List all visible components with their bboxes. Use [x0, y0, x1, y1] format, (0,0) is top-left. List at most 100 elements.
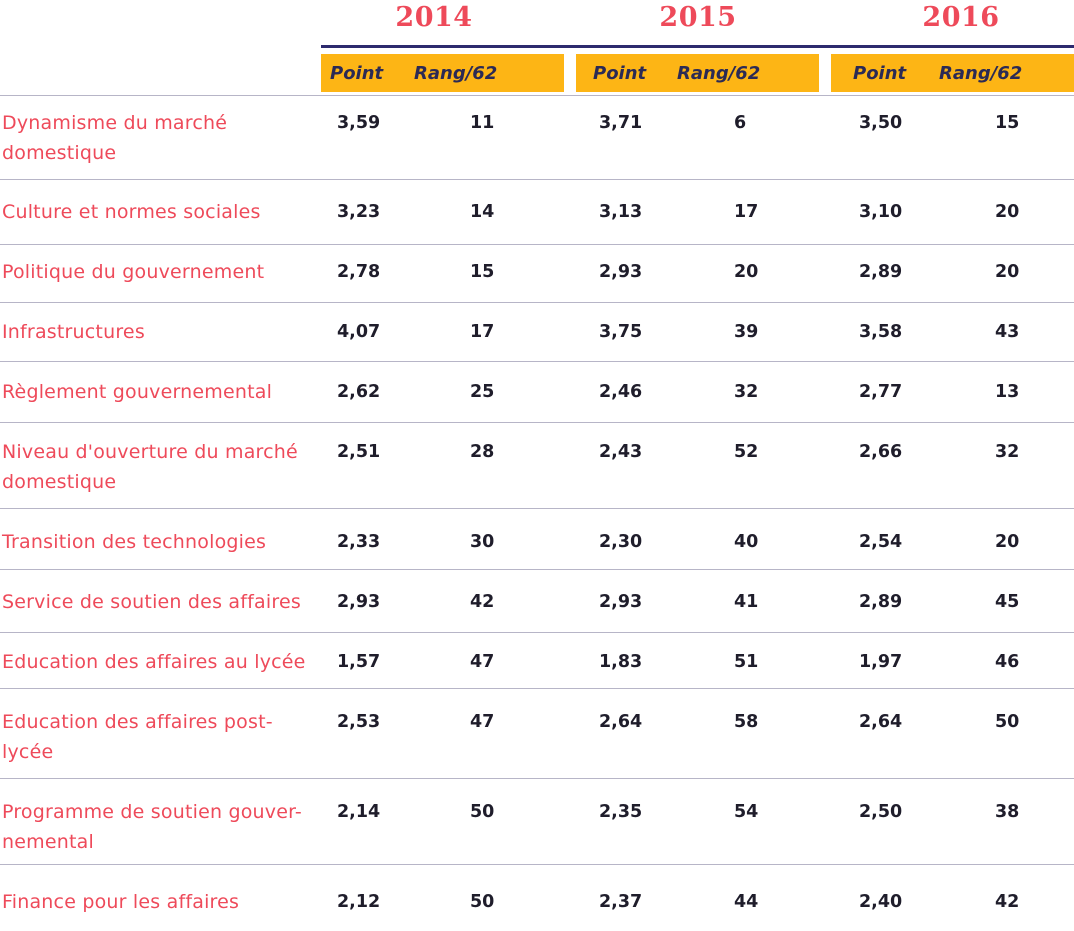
rank-2014: 30 — [470, 532, 495, 552]
row-label: Politique du gouvernement — [2, 261, 265, 283]
point-2014: 2,93 — [337, 592, 381, 612]
rank-2014: 47 — [470, 652, 495, 672]
point-2015: 2,46 — [599, 382, 643, 402]
rank-2016: 45 — [995, 592, 1020, 612]
point-2015: 2,64 — [599, 712, 643, 732]
point-2014: 2,53 — [337, 712, 381, 732]
rank-2015: 17 — [734, 202, 759, 222]
rank-2014: 50 — [470, 892, 495, 912]
rank-2015: 44 — [734, 892, 759, 912]
table-row: Service de soutien des affaires 2,93 42 … — [0, 587, 1074, 633]
point-2016: 2,77 — [859, 382, 903, 402]
rank-2016: 15 — [995, 113, 1020, 133]
point-2016: 2,40 — [859, 892, 903, 912]
subheader-bar-2015: Point Rang/62 — [576, 54, 819, 92]
table-row: Transition des technologies 2,33 30 2,30… — [0, 527, 1074, 570]
table-row: Education des affaires post-lycée 2,53 4… — [0, 707, 1074, 779]
subheader-bar-2014: Point Rang/62 — [321, 54, 564, 92]
rank-2015: 6 — [734, 113, 747, 133]
rank-2014: 17 — [470, 322, 495, 342]
year-rule-2015 — [564, 45, 831, 48]
rank-2015: 39 — [734, 322, 759, 342]
point-2016: 1,97 — [859, 652, 903, 672]
table-row: Infrastructures 4,07 17 3,75 39 3,58 43 — [0, 317, 1074, 362]
point-2015: 3,75 — [599, 322, 643, 342]
row-label: Programme de soutien gouver-nemental — [2, 801, 302, 853]
point-2015: 2,37 — [599, 892, 643, 912]
subheader-point: Point — [593, 63, 647, 84]
row-label: Transition des technologies — [2, 531, 267, 553]
row-label: Infrastructures — [2, 321, 145, 343]
point-2015: 2,93 — [599, 262, 643, 282]
subheader-rank: Rang/62 — [677, 63, 761, 84]
row-label: Education des affaires au lycée — [2, 651, 306, 673]
table-row: Education des affaires au lycée 1,57 47 … — [0, 647, 1074, 689]
point-2014: 4,07 — [337, 322, 381, 342]
point-2016: 2,64 — [859, 712, 903, 732]
subheader-rank: Rang/62 — [414, 63, 498, 84]
rank-2014: 11 — [470, 113, 495, 133]
rank-2014: 28 — [470, 442, 495, 462]
rank-2014: 15 — [470, 262, 495, 282]
rank-2016: 46 — [995, 652, 1020, 672]
point-2014: 2,14 — [337, 802, 381, 822]
rank-2014: 50 — [470, 802, 495, 822]
point-2015: 3,71 — [599, 113, 643, 133]
point-2016: 3,58 — [859, 322, 903, 342]
rank-2015: 58 — [734, 712, 759, 732]
point-2014: 1,57 — [337, 652, 381, 672]
point-2014: 3,59 — [337, 113, 381, 133]
row-label: Dynamisme du marché domestique — [2, 112, 228, 164]
rank-2016: 20 — [995, 262, 1020, 282]
point-2016: 3,50 — [859, 113, 903, 133]
rank-2016: 42 — [995, 892, 1020, 912]
year-rule-2014 — [321, 45, 564, 48]
point-2016: 3,10 — [859, 202, 903, 222]
point-2015: 3,13 — [599, 202, 643, 222]
table-row: Règlement gouvernemental 2,62 25 2,46 32… — [0, 377, 1074, 423]
row-label: Finance pour les affaires — [2, 891, 240, 913]
point-2015: 2,43 — [599, 442, 643, 462]
rank-2015: 54 — [734, 802, 759, 822]
table-row: Culture et normes sociales 3,23 14 3,13 … — [0, 197, 1074, 245]
table-row: Finance pour les affaires 2,12 50 2,37 4… — [0, 887, 1074, 927]
row-label: Niveau d'ouverture du marché domestique — [2, 441, 298, 493]
rank-2015: 41 — [734, 592, 759, 612]
rank-2015: 40 — [734, 532, 759, 552]
point-2014: 2,12 — [337, 892, 381, 912]
row-label: Règlement gouvernemental — [2, 381, 273, 403]
rank-2014: 25 — [470, 382, 495, 402]
subheader-point: Point — [853, 63, 907, 84]
subheader-bar-2016: Point Rang/62 — [831, 54, 1074, 92]
point-2014: 2,51 — [337, 442, 381, 462]
year-header-2015: 2015 — [659, 2, 737, 33]
header-divider — [0, 95, 1074, 96]
rank-2014: 47 — [470, 712, 495, 732]
rank-2016: 20 — [995, 202, 1020, 222]
row-label: Education des affaires post-lycée — [2, 711, 273, 763]
point-2015: 2,35 — [599, 802, 643, 822]
rank-2016: 43 — [995, 322, 1020, 342]
rank-2015: 20 — [734, 262, 759, 282]
year-header-2014: 2014 — [395, 2, 473, 33]
year-rule-2016 — [831, 45, 1074, 48]
point-2016: 2,66 — [859, 442, 903, 462]
subheader-point: Point — [330, 63, 384, 84]
rank-2014: 14 — [470, 202, 495, 222]
rank-2014: 42 — [470, 592, 495, 612]
rank-2015: 32 — [734, 382, 759, 402]
table-row: Politique du gouvernement 2,78 15 2,93 2… — [0, 257, 1074, 303]
table-row: Programme de soutien gouver-nemental 2,1… — [0, 797, 1074, 865]
rank-2016: 20 — [995, 532, 1020, 552]
table-row: Niveau d'ouverture du marché domestique … — [0, 437, 1074, 509]
table-row: Dynamisme du marché domestique 3,59 11 3… — [0, 108, 1074, 180]
rank-2016: 13 — [995, 382, 1020, 402]
subheader-rank: Rang/62 — [939, 63, 1023, 84]
point-2016: 2,89 — [859, 592, 903, 612]
rank-2015: 51 — [734, 652, 759, 672]
point-2014: 2,33 — [337, 532, 381, 552]
point-2015: 2,93 — [599, 592, 643, 612]
point-2015: 2,30 — [599, 532, 643, 552]
point-2016: 2,89 — [859, 262, 903, 282]
rank-2016: 32 — [995, 442, 1020, 462]
